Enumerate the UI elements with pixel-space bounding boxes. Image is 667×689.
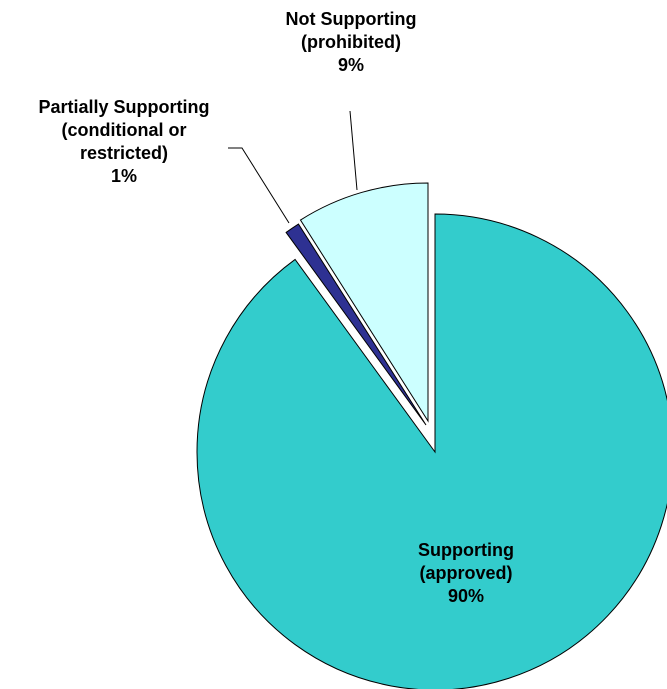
leader-line-partially-supporting (228, 147, 290, 224)
slice-label-line: restricted) (80, 143, 168, 163)
pie-slice-not-supporting (299, 182, 429, 423)
slice-label-line: (approved) (419, 563, 512, 583)
slice-label-line: Partially Supporting (38, 97, 209, 117)
slice-label-not-supporting: Not Supporting (prohibited) 9% (286, 9, 417, 75)
pie-slices (196, 182, 667, 689)
slice-label-line: (prohibited) (301, 32, 401, 52)
leader-line-not-supporting (349, 110, 358, 191)
slice-label-line: Not Supporting (286, 9, 417, 29)
slice-label-line: 90% (448, 586, 484, 606)
leader-lines (228, 110, 358, 224)
slice-label-line: Supporting (418, 540, 514, 560)
slice-label-line: 9% (338, 55, 364, 75)
slice-label-line: (conditional or (62, 120, 187, 140)
pie-slice-supporting (196, 213, 667, 689)
pie-slice-partially-supporting (285, 223, 427, 426)
slice-labels: Supporting (approved) 90% Partially Support… (38, 9, 514, 606)
slice-label-line: 1% (111, 166, 137, 186)
slice-label-supporting: Supporting (approved) 90% (418, 540, 514, 606)
slice-label-partially-supporting: Partially Supporting (conditional or restr… (38, 97, 209, 186)
